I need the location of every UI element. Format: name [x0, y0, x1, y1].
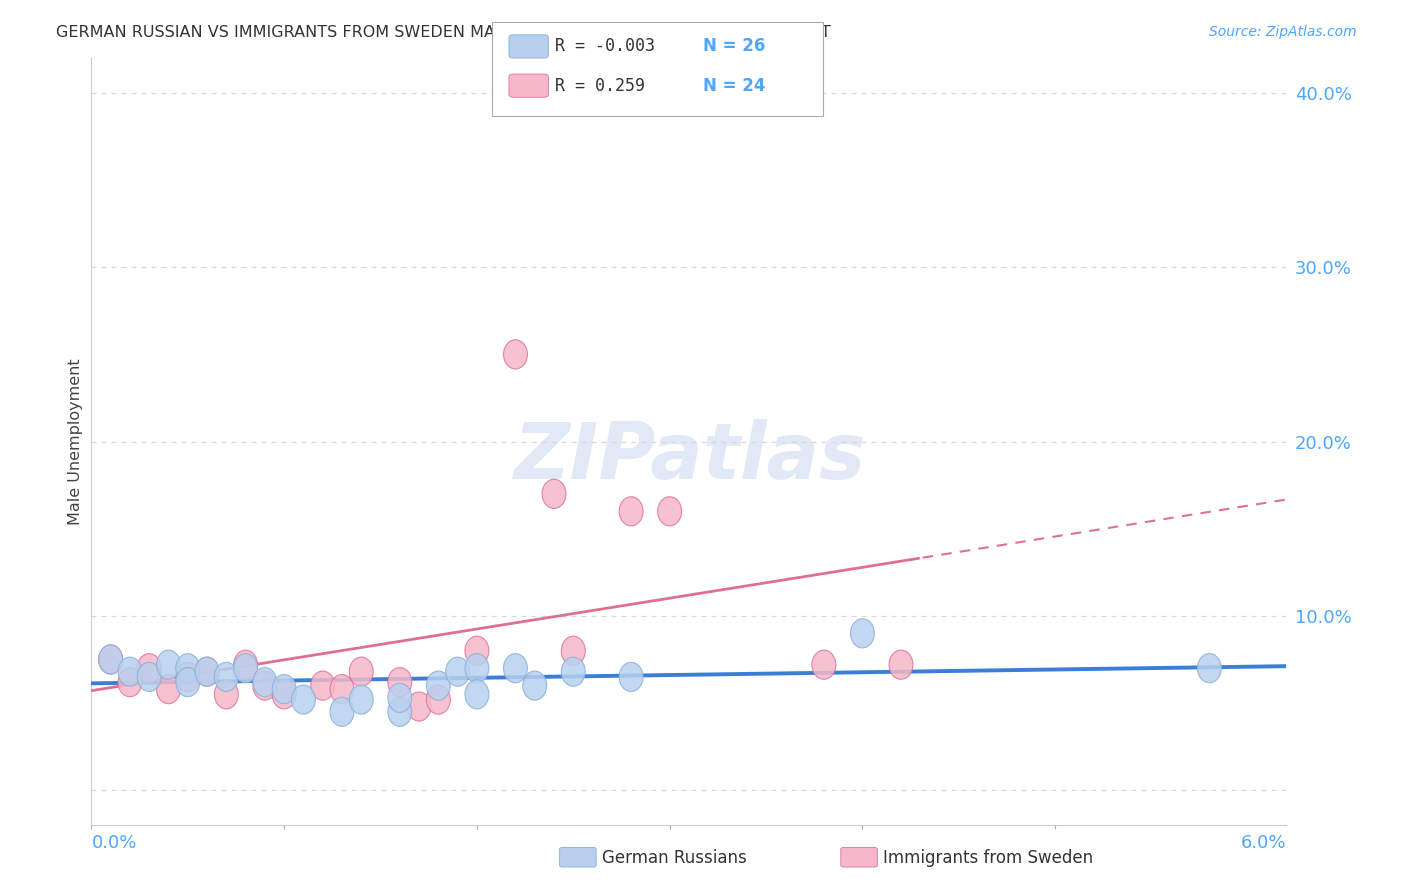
Text: GERMAN RUSSIAN VS IMMIGRANTS FROM SWEDEN MALE UNEMPLOYMENT CORRELATION CHART: GERMAN RUSSIAN VS IMMIGRANTS FROM SWEDEN… [56, 25, 831, 40]
Text: German Russians: German Russians [602, 849, 747, 867]
Ellipse shape [273, 680, 297, 709]
Text: 0.0%: 0.0% [91, 834, 136, 852]
Ellipse shape [214, 663, 238, 691]
Ellipse shape [233, 654, 257, 682]
Text: ZIPatlas: ZIPatlas [513, 419, 865, 495]
Ellipse shape [176, 663, 200, 691]
Ellipse shape [658, 497, 682, 526]
Ellipse shape [253, 667, 277, 697]
Ellipse shape [138, 654, 162, 682]
Ellipse shape [523, 671, 547, 700]
Ellipse shape [503, 654, 527, 682]
Ellipse shape [619, 663, 643, 691]
Ellipse shape [465, 636, 489, 665]
Ellipse shape [561, 657, 585, 686]
Ellipse shape [349, 685, 373, 714]
Ellipse shape [98, 645, 122, 674]
Ellipse shape [156, 674, 180, 704]
Ellipse shape [176, 667, 200, 697]
Ellipse shape [561, 636, 585, 665]
Ellipse shape [273, 674, 297, 704]
Ellipse shape [503, 340, 527, 369]
Ellipse shape [619, 497, 643, 526]
Text: N = 24: N = 24 [703, 77, 765, 95]
Ellipse shape [330, 674, 354, 704]
Ellipse shape [330, 698, 354, 726]
Text: Immigrants from Sweden: Immigrants from Sweden [883, 849, 1092, 867]
Ellipse shape [889, 650, 912, 680]
Ellipse shape [388, 667, 412, 697]
Ellipse shape [291, 685, 315, 714]
Ellipse shape [195, 657, 219, 686]
Ellipse shape [156, 650, 180, 680]
Ellipse shape [465, 654, 489, 682]
Text: Source: ZipAtlas.com: Source: ZipAtlas.com [1209, 25, 1357, 39]
Text: R = 0.259: R = 0.259 [555, 77, 645, 95]
Text: R = -0.003: R = -0.003 [555, 37, 655, 55]
Ellipse shape [98, 645, 122, 674]
Ellipse shape [195, 657, 219, 686]
Text: N = 26: N = 26 [703, 37, 765, 55]
Ellipse shape [138, 663, 162, 691]
Ellipse shape [426, 671, 450, 700]
Ellipse shape [811, 650, 835, 680]
Ellipse shape [465, 680, 489, 709]
Ellipse shape [118, 667, 142, 697]
Ellipse shape [408, 692, 432, 721]
Ellipse shape [543, 479, 567, 508]
Ellipse shape [851, 619, 875, 648]
Ellipse shape [1198, 654, 1222, 682]
Ellipse shape [214, 680, 238, 709]
Ellipse shape [388, 698, 412, 726]
Ellipse shape [176, 654, 200, 682]
Ellipse shape [349, 657, 373, 686]
Ellipse shape [426, 685, 450, 714]
Ellipse shape [118, 657, 142, 686]
Ellipse shape [388, 683, 412, 713]
Ellipse shape [446, 657, 470, 686]
Ellipse shape [311, 671, 335, 700]
Ellipse shape [253, 671, 277, 700]
Ellipse shape [233, 650, 257, 680]
Y-axis label: Male Unemployment: Male Unemployment [67, 359, 83, 524]
Text: 6.0%: 6.0% [1241, 834, 1286, 852]
